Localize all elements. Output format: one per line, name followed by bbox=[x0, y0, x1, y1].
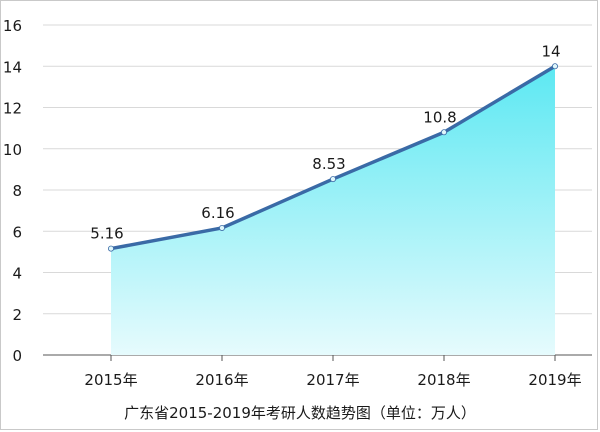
data-label: 10.8 bbox=[423, 108, 456, 126]
data-label: 14 bbox=[541, 42, 560, 60]
x-tick-label: 2017年 bbox=[306, 371, 359, 389]
area-fill-shape bbox=[111, 66, 555, 355]
y-tick-label: 0 bbox=[12, 347, 22, 365]
x-tick-label: 2018年 bbox=[417, 371, 470, 389]
area-fill bbox=[111, 66, 555, 355]
data-point bbox=[552, 63, 559, 70]
y-tick-label: 4 bbox=[12, 265, 22, 283]
data-point bbox=[218, 224, 225, 231]
data-point bbox=[108, 245, 115, 252]
x-tick-label: 2019年 bbox=[528, 371, 581, 389]
data-label: 5.16 bbox=[90, 225, 123, 243]
data-labels: 5.16 6.16 8.53 10.8 14 bbox=[90, 42, 560, 242]
y-tick-label: 12 bbox=[3, 100, 22, 118]
data-point bbox=[440, 129, 447, 136]
y-tick-label: 8 bbox=[12, 182, 22, 200]
y-tick-label: 14 bbox=[3, 58, 22, 76]
y-tick-label: 16 bbox=[3, 17, 22, 35]
chart-title: 广东省2015-2019年考研人数趋势图（单位：万人） bbox=[124, 404, 476, 422]
data-label: 8.53 bbox=[312, 155, 345, 173]
x-tick-label: 2016年 bbox=[195, 371, 248, 389]
y-axis: 0 2 4 6 8 10 12 14 16 bbox=[3, 17, 22, 365]
y-tick-label: 2 bbox=[12, 306, 22, 324]
x-tick-label: 2015年 bbox=[84, 371, 137, 389]
y-tick-label: 10 bbox=[3, 141, 22, 159]
data-points bbox=[108, 63, 559, 252]
y-tick-label: 6 bbox=[12, 223, 22, 241]
data-point bbox=[329, 176, 336, 183]
x-axis: 2015年 2016年 2017年 2018年 2019年 bbox=[84, 355, 582, 389]
data-label: 6.16 bbox=[201, 204, 234, 222]
